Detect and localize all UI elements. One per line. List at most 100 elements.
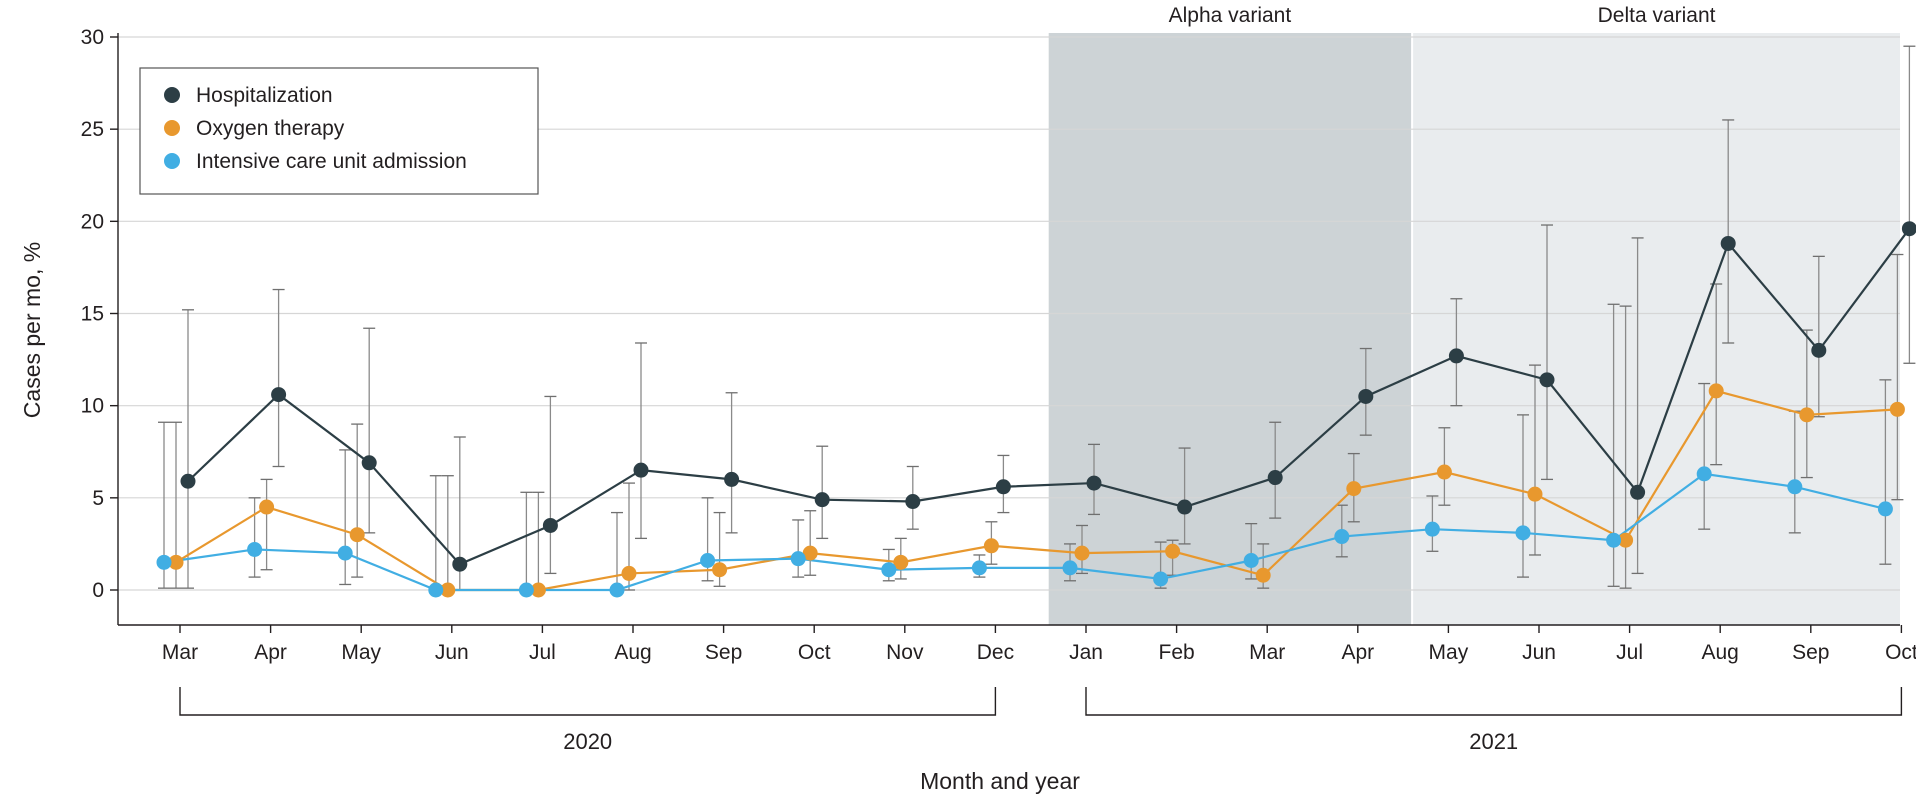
hospitalization-point — [724, 471, 740, 487]
intensive-care-unit-admission-point — [881, 562, 897, 578]
x-tick-label: Jul — [529, 641, 556, 664]
hospitalization-point — [1358, 388, 1374, 404]
y-tick-label: 30 — [81, 26, 104, 49]
x-tick-label: Apr — [1341, 641, 1374, 664]
oxygen-therapy-point — [1708, 383, 1724, 399]
oxygen-therapy-point — [712, 562, 728, 578]
hospitalization-point — [1086, 475, 1102, 491]
hospitalization-point — [995, 479, 1011, 495]
shaded-period-label-2: Delta variant — [1598, 4, 1716, 27]
oxygen-therapy-point — [1255, 567, 1271, 583]
year-bracket-2020 — [179, 687, 997, 716]
intensive-care-unit-admission-point — [1606, 532, 1622, 548]
intensive-care-unit-admission-point — [1334, 529, 1350, 545]
x-axis-title: Month and year — [920, 768, 1080, 794]
shaded-period-label-1: Alpha variant — [1169, 4, 1292, 27]
oxygen-therapy-point — [168, 554, 184, 570]
hospitalization-point — [1630, 484, 1646, 500]
year-brackets: 2020 2021 — [179, 687, 1903, 754]
x-tick-label: Jul — [1616, 641, 1643, 664]
legend-marker — [164, 87, 180, 103]
oxygen-therapy-point — [621, 565, 637, 581]
x-tick-label: Apr — [254, 641, 287, 664]
oxygen-therapy-point — [1074, 545, 1090, 561]
intensive-care-unit-admission-point — [1062, 560, 1078, 576]
x-tick-label: May — [1429, 641, 1469, 664]
intensive-care-unit-admission-point — [1877, 501, 1893, 517]
intensive-care-unit-admission-point — [156, 554, 172, 570]
hospitalization-point — [905, 494, 921, 510]
x-tick-label: Jun — [435, 641, 469, 664]
x-tick-label: Jan — [1069, 641, 1103, 664]
oxygen-therapy-point — [1889, 401, 1905, 417]
hospitalization-point — [814, 492, 830, 508]
hospitalization-point — [1177, 499, 1193, 515]
oxygen-therapy-point — [440, 582, 456, 598]
year-label: 2020 — [563, 729, 612, 754]
x-tick-label: Sep — [705, 641, 742, 664]
y-tick-label: 10 — [81, 395, 104, 418]
hospitalization-point — [633, 462, 649, 478]
x-tick-label: Aug — [614, 641, 651, 664]
year-label: 2021 — [1469, 729, 1518, 754]
oxygen-therapy-point — [983, 538, 999, 554]
series-points — [156, 221, 1916, 598]
oxygen-therapy-point — [893, 554, 909, 570]
x-tick-label: Oct — [798, 641, 831, 664]
y-tick-label: 0 — [92, 579, 104, 602]
legend-label: Intensive care unit admission — [196, 150, 467, 173]
y-axis-title: Cases per mo, % — [19, 242, 45, 418]
intensive-care-unit-admission-point — [971, 560, 987, 576]
intensive-care-unit-admission-point — [609, 582, 625, 598]
hospitalization-point — [1901, 221, 1916, 237]
x-tick-label: Mar — [162, 641, 198, 664]
oxygen-therapy-point — [259, 499, 275, 515]
intensive-care-unit-admission-point — [1696, 466, 1712, 482]
x-axis: Mar Apr May Jun Jul Aug Sep Oct Nov Dec Jan Feb Mar A… — [118, 624, 1916, 664]
hospitalization-point — [1448, 348, 1464, 364]
shaded-period-2 — [1413, 33, 1900, 625]
hospitalization-point — [1811, 342, 1827, 358]
oxygen-therapy-point — [1436, 464, 1452, 480]
x-tick-label: Aug — [1702, 641, 1739, 664]
oxygen-therapy-point — [349, 527, 365, 543]
x-tick-label: Jun — [1522, 641, 1556, 664]
oxygen-therapy-point — [1799, 407, 1815, 423]
hospitalization-point — [1267, 470, 1283, 486]
x-tick-label: Nov — [886, 641, 924, 664]
legend-box — [139, 67, 539, 195]
y-tick-label: 15 — [81, 303, 104, 326]
hospitalization-point — [1539, 372, 1555, 388]
x-tick-label: Dec — [977, 641, 1014, 664]
hospitalization-line — [187, 228, 1911, 566]
x-tick-label: Mar — [1249, 641, 1285, 664]
legend-marker — [164, 120, 180, 136]
intensive-care-unit-admission-point — [518, 582, 534, 598]
x-tick-label: Oct — [1885, 641, 1916, 664]
hospitalization-point — [452, 556, 468, 572]
hospitalization-point — [1720, 235, 1736, 251]
oxygen-therapy-point — [530, 582, 546, 598]
intensive-care-unit-admission-point — [1153, 571, 1169, 587]
hospitalization-point — [542, 517, 558, 533]
intensive-care-unit-admission-point — [1515, 525, 1531, 541]
legend: Hospitalization Oxygen therapy Intensive c… — [139, 67, 539, 195]
y-tick-label: 25 — [81, 118, 104, 141]
oxygen-therapy-point — [802, 545, 818, 561]
intensive-care-unit-admission-point — [790, 551, 806, 567]
intensive-care-unit-admission-point — [337, 545, 353, 561]
oxygen-therapy-point — [1618, 532, 1634, 548]
intensive-care-unit-admission-point — [428, 582, 444, 598]
intensive-care-unit-admission-point — [1424, 521, 1440, 537]
shaded-period-1 — [1048, 33, 1412, 625]
x-tick-label: Feb — [1159, 641, 1195, 664]
year-bracket-2021 — [1085, 687, 1903, 716]
oxygen-therapy-point — [1165, 543, 1181, 559]
hospitalization-point — [180, 473, 196, 489]
y-tick-label: 5 — [92, 487, 104, 510]
legend-marker — [164, 153, 180, 169]
oxygen-therapy-point — [1346, 481, 1362, 497]
hospitalization-point — [271, 387, 287, 403]
oxygen-therapy-point — [1527, 486, 1543, 502]
